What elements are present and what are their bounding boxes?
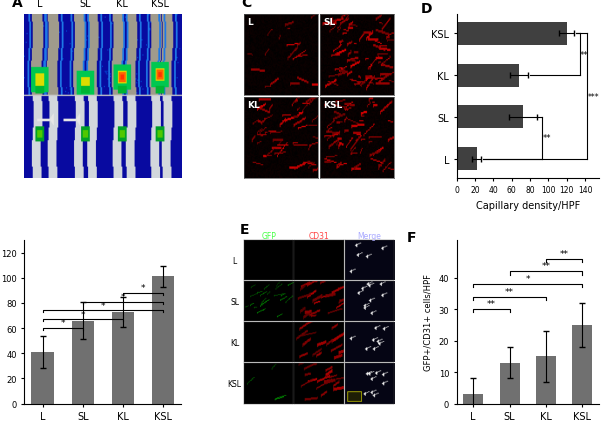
Text: E: E: [240, 223, 249, 237]
Text: *: *: [60, 319, 65, 328]
Text: *: *: [100, 301, 105, 310]
Bar: [457, 64, 519, 87]
X-axis label: Capillary density/HPF: Capillary density/HPF: [475, 201, 580, 210]
Bar: [572, 325, 592, 404]
Text: **: **: [560, 249, 568, 258]
Text: **: **: [542, 134, 551, 143]
Text: KL: KL: [247, 101, 260, 110]
Title: Merge: Merge: [358, 231, 381, 240]
Y-axis label: KSL: KSL: [227, 379, 241, 388]
Y-axis label: GFP+/CD31+ cells/HPF: GFP+/CD31+ cells/HPF: [424, 273, 433, 370]
Bar: [72, 321, 94, 404]
Text: L: L: [37, 0, 43, 9]
Text: *: *: [141, 283, 145, 293]
Bar: [457, 23, 567, 46]
Title: CD31: CD31: [309, 231, 330, 240]
Bar: [500, 363, 520, 404]
Text: **: **: [542, 262, 550, 271]
Text: *: *: [121, 293, 125, 301]
Bar: [457, 148, 477, 171]
Title: GFP: GFP: [261, 231, 276, 240]
Bar: [536, 357, 556, 404]
Text: C: C: [241, 0, 252, 10]
Text: SL: SL: [323, 18, 336, 27]
Text: A: A: [12, 0, 22, 10]
Bar: [112, 312, 134, 404]
Text: F: F: [407, 230, 416, 245]
Y-axis label: KL: KL: [230, 338, 239, 347]
Text: SL: SL: [80, 0, 91, 9]
Text: **: **: [487, 299, 496, 309]
Text: *: *: [525, 274, 530, 283]
Bar: [463, 394, 483, 404]
Text: KSL: KSL: [151, 0, 168, 9]
Text: ***: ***: [587, 92, 599, 101]
Y-axis label: SL: SL: [230, 297, 239, 306]
Text: D: D: [421, 2, 433, 16]
Y-axis label: L: L: [232, 256, 237, 265]
Text: *: *: [80, 310, 85, 319]
Text: **: **: [505, 287, 514, 296]
Text: KSL: KSL: [323, 101, 342, 110]
Text: **: **: [580, 50, 589, 59]
Text: L: L: [247, 18, 253, 27]
Text: KL: KL: [116, 0, 128, 9]
Bar: [152, 277, 174, 404]
Bar: [32, 352, 54, 404]
Bar: [457, 106, 523, 129]
